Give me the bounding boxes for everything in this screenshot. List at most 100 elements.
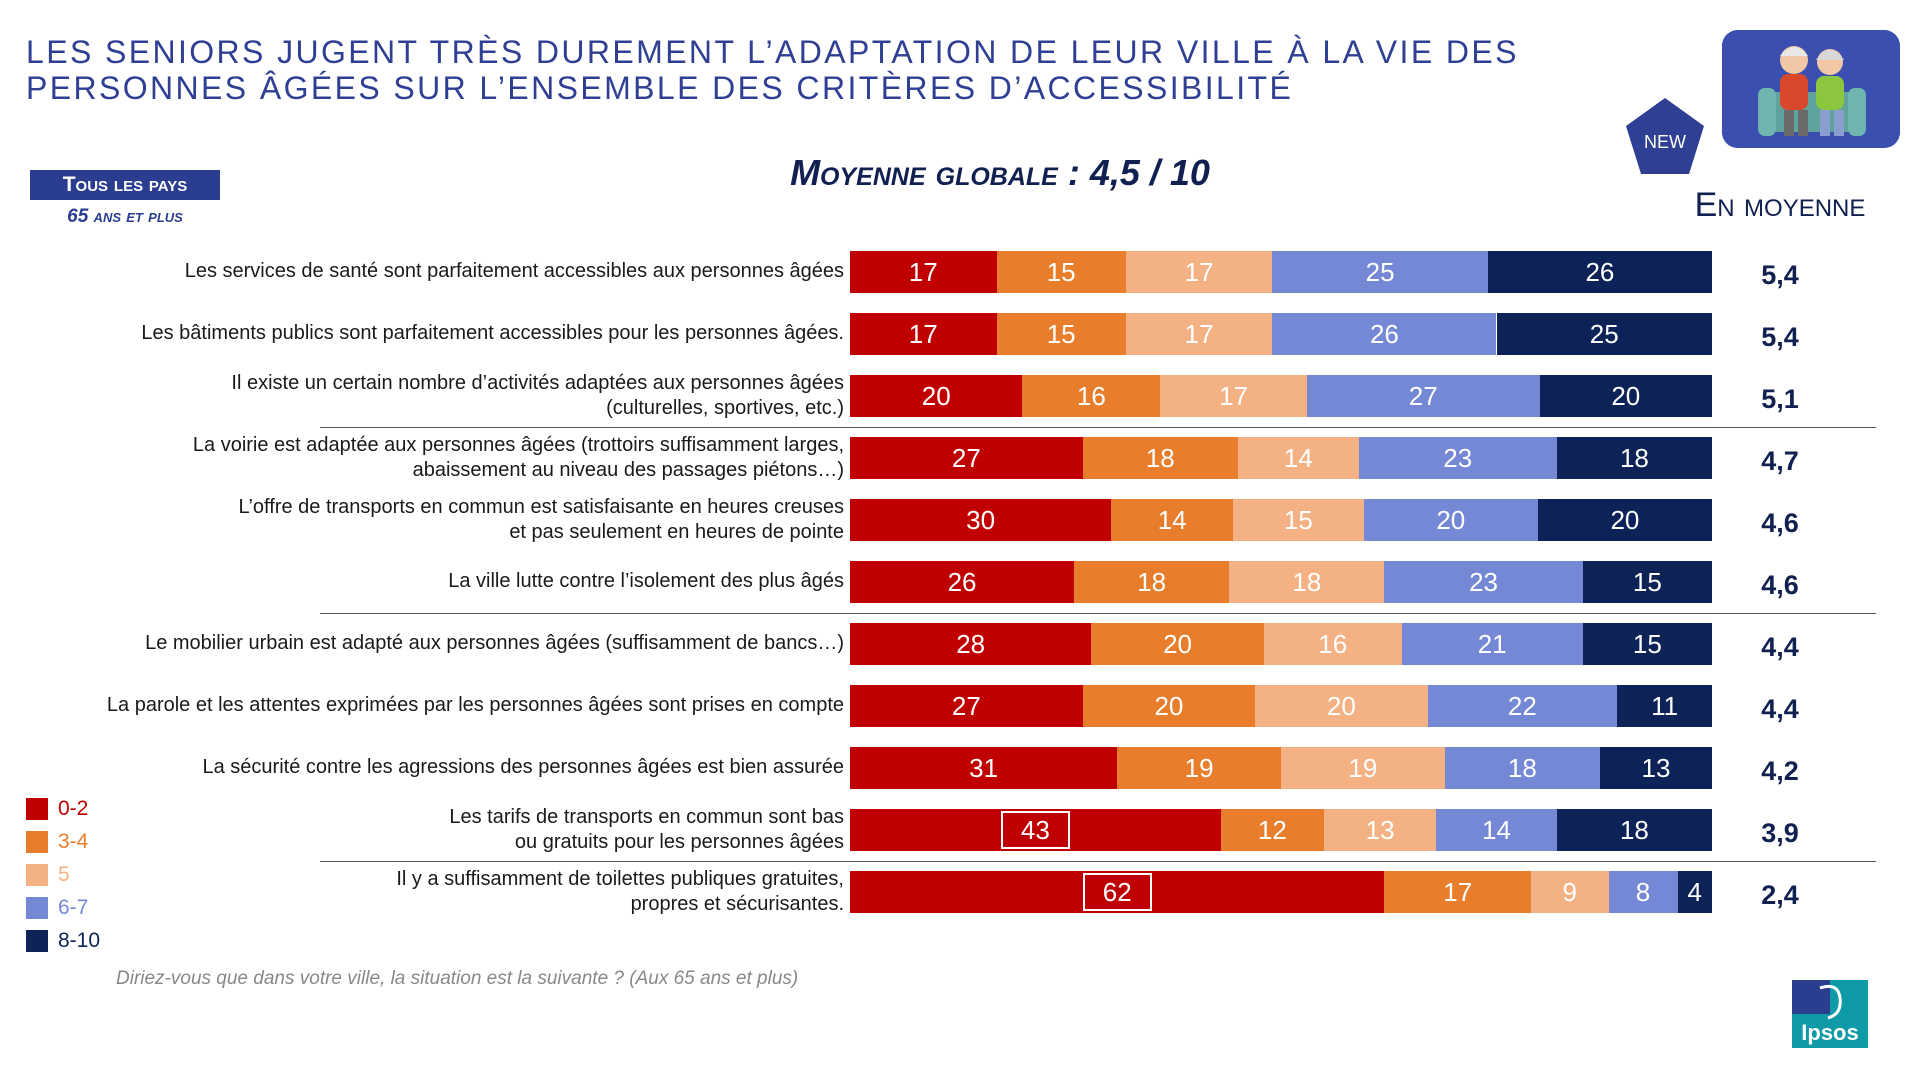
bar-segment-0-2: [850, 499, 1112, 541]
bar-segment-6-7: [1272, 313, 1497, 355]
category-label: La sécurité contre les agressions des pe…: [40, 755, 845, 780]
bar-segment-8-10: [1537, 499, 1712, 541]
ipsos-logo-icon: Ipsos: [1792, 980, 1868, 1048]
row-average: 5,4: [1761, 260, 1799, 290]
row-average: 3,9: [1761, 818, 1799, 848]
bar-segment-3-4: [996, 251, 1126, 293]
bar-segment-5: [1324, 809, 1437, 851]
data-label: 13: [1365, 815, 1395, 845]
page-title: LES SENIORS JUGENT TRÈS DUREMENT L’ADAPT…: [26, 34, 1646, 106]
data-label: 17: [1184, 319, 1214, 349]
data-label: 26: [947, 567, 977, 597]
data-label: 62: [850, 871, 1384, 913]
logo-text: Ipsos: [1801, 1020, 1858, 1045]
bar-segment-3-4: [996, 313, 1126, 355]
legend-label: 5: [58, 862, 70, 886]
bar-segment-8-10: [1582, 561, 1712, 603]
bar-segment-6-7: [1608, 871, 1678, 913]
row-average: 2,4: [1761, 880, 1799, 910]
data-label: 22: [1507, 691, 1537, 721]
bar-segment-8-10: [1677, 871, 1712, 913]
category-label-line: La sécurité contre les agressions des pe…: [202, 756, 845, 778]
bar-segment-8-10: [1539, 375, 1712, 417]
data-label: 15: [1632, 629, 1662, 659]
category-label-line: Les bâtiments publics sont parfaitement …: [141, 322, 844, 344]
bar-segment-5: [1125, 313, 1273, 355]
data-label: 9: [1562, 877, 1577, 907]
category-label-line: L’offre de transports en commun est sati…: [238, 496, 844, 518]
category-label-line: La voirie est adaptée aux personnes âgée…: [192, 434, 844, 456]
data-label: 23: [1443, 443, 1473, 473]
row-average: 4,4: [1761, 632, 1799, 662]
data-label: 15: [1046, 319, 1076, 349]
data-label: 18: [1137, 567, 1167, 597]
category-label: Les services de santé sont parfaitement …: [40, 259, 844, 284]
legend-swatch: [26, 797, 48, 820]
bar-segment-0-2: [850, 809, 1221, 851]
data-label: 28: [956, 629, 986, 659]
bar-segment-0-2: [850, 747, 1118, 789]
legend-swatch: [26, 830, 48, 853]
bar-segment-0-2: [850, 313, 997, 355]
seniors-couple-icon: [1722, 30, 1900, 148]
source-note: Diriez-vous que dans votre ville, la sit…: [116, 968, 799, 989]
legend-label: 0-2: [58, 796, 89, 820]
row-average: 5,1: [1761, 384, 1799, 414]
data-label: 26: [1369, 319, 1399, 349]
data-label: 17: [1219, 381, 1249, 411]
bar-segment-5: [1255, 685, 1428, 727]
legend-swatch: [26, 863, 48, 886]
category-label-line: Il y a suffisamment de toilettes publiqu…: [396, 868, 844, 890]
bar-segment-0-2: [850, 561, 1075, 603]
row-average: 4,2: [1761, 756, 1799, 786]
data-label: 18: [1619, 443, 1649, 473]
data-label: 15: [1046, 257, 1076, 287]
data-label: 15: [1632, 567, 1662, 597]
bar-segment-8-10: [1582, 623, 1712, 665]
bar-segment-6-7: [1401, 623, 1583, 665]
bar-segment-6-7: [1358, 437, 1557, 479]
bar-segment-3-4: [1091, 623, 1264, 665]
category-label-line: Les tarifs de transports en commun sont …: [449, 806, 844, 828]
legend: 0-2 3-4 5 6-7 8-10: [26, 792, 100, 957]
legend-label: 3-4: [58, 829, 89, 853]
scope-label: Tous les pays: [30, 170, 220, 200]
category-label: Les bâtiments publics sont parfaitement …: [40, 321, 844, 346]
data-label: 15: [1283, 505, 1313, 535]
bar-segment-6-7: [1436, 809, 1557, 851]
bar-segment-6-7: [1444, 747, 1600, 789]
bar-segment-6-7: [1384, 561, 1583, 603]
title-line-1: LES SENIORS JUGENT TRÈS DUREMENT L’ADAPT…: [26, 34, 1519, 70]
category-label-line: La parole et les attentes exprimées par …: [106, 694, 844, 716]
category-label-line: Le mobilier urbain est adapté aux person…: [145, 632, 844, 654]
average-column-header: En moyenne: [1694, 186, 1866, 224]
group-separator: [320, 861, 1876, 862]
bar-segment-3-4: [1074, 561, 1230, 603]
data-label: 17: [1184, 257, 1214, 287]
category-label-line: Il existe un certain nombre d’activités …: [231, 372, 844, 394]
bar-segment-0-2: [850, 251, 997, 293]
bar-segment-3-4: [1117, 747, 1281, 789]
bar-segment-0-2: [850, 437, 1083, 479]
data-label: 20: [921, 381, 951, 411]
data-label: 17: [1443, 877, 1473, 907]
bar-segment-8-10: [1556, 437, 1712, 479]
bar-segment-3-4: [1220, 809, 1325, 851]
legend-item-5: 5: [26, 858, 100, 891]
bar-segment-5: [1125, 251, 1273, 293]
bar-segment-8-10: [1599, 747, 1712, 789]
new-badge-label: NEW: [1644, 132, 1686, 152]
data-label: 4: [1687, 877, 1702, 907]
scope-sublabel: 65 ans et plus: [67, 206, 183, 227]
data-label: 25: [1365, 257, 1395, 287]
row-average: 4,4: [1761, 694, 1799, 724]
bar-segment-8-10: [1487, 251, 1712, 293]
bar-segment-3-4: [1384, 871, 1531, 913]
bar-segment-8-10: [1617, 685, 1712, 727]
legend-swatch: [26, 896, 48, 919]
category-label-line: ou gratuits pour les personnes âgées: [514, 831, 844, 853]
global-average: Moyenne globale : 4,5 / 10: [790, 152, 1210, 193]
data-label: 27: [951, 443, 981, 473]
data-label: 19: [1348, 753, 1378, 783]
bar-segment-3-4: [1022, 375, 1161, 417]
